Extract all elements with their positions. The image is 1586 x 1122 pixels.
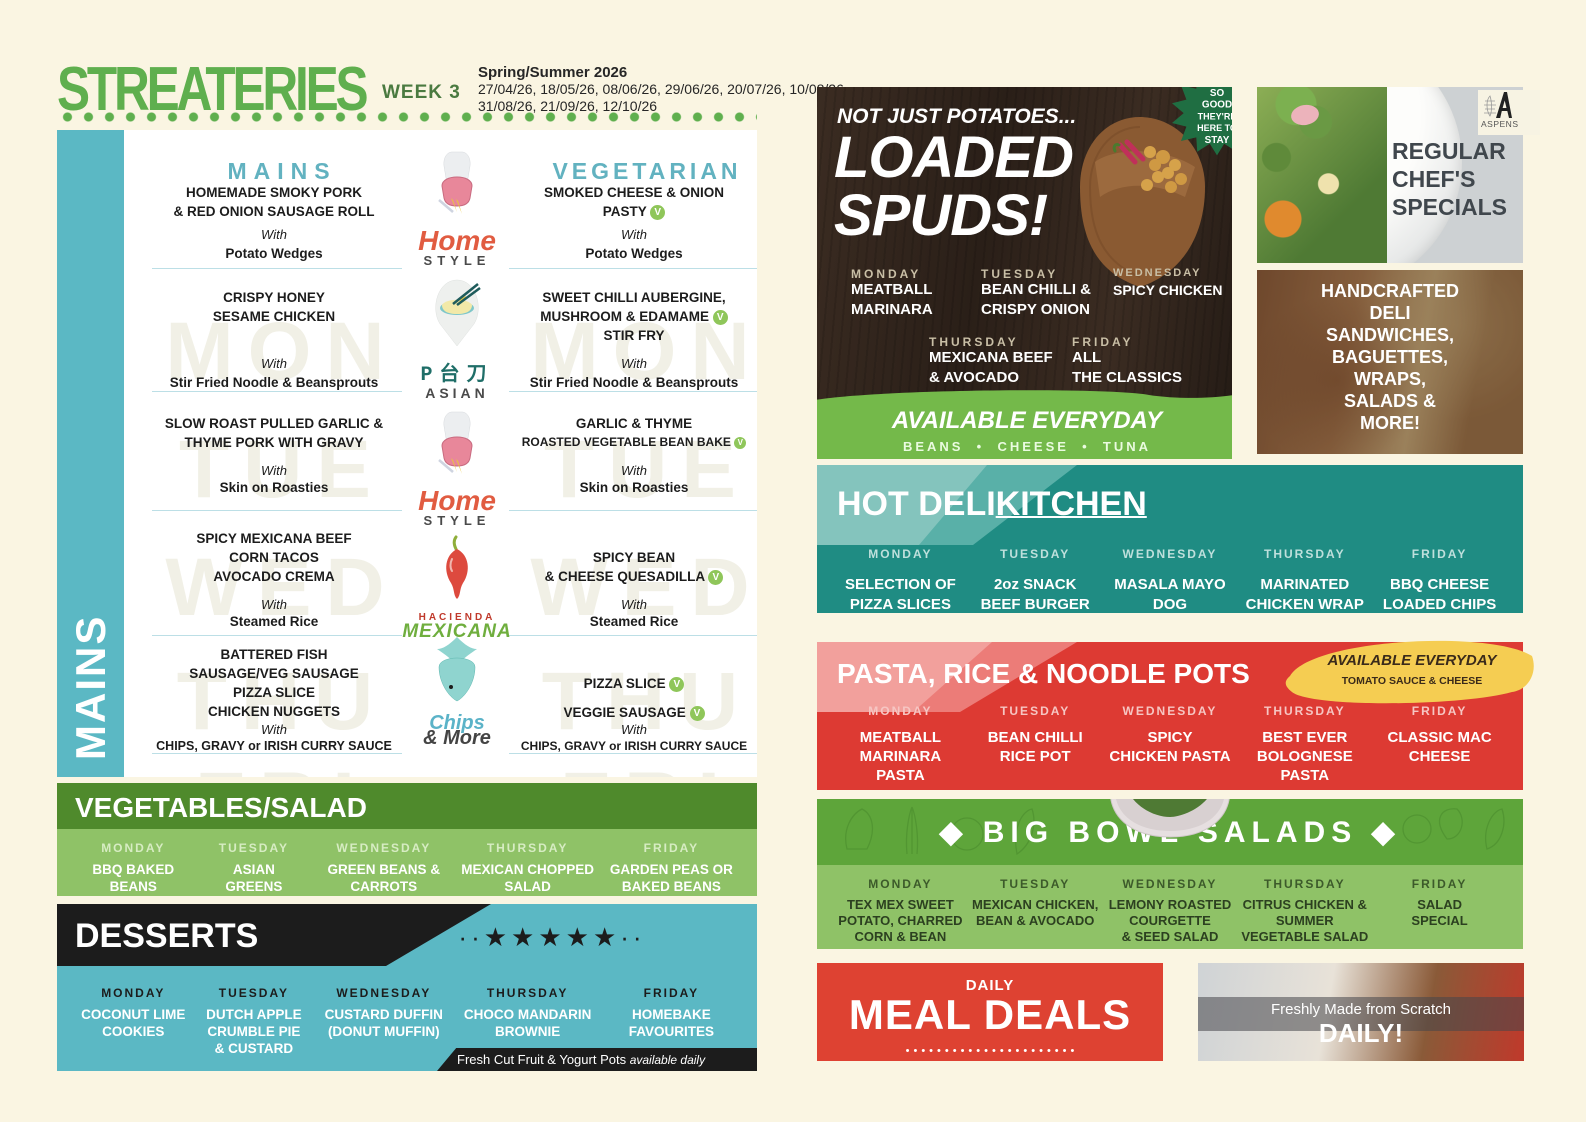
svg-text:HERE TO: HERE TO	[1197, 123, 1232, 133]
svg-text:THEY'RE: THEY'RE	[1198, 111, 1232, 121]
svg-text:STAY: STAY	[1205, 135, 1230, 146]
svg-text:SO: SO	[1210, 88, 1225, 99]
svg-text:GOOD: GOOD	[1202, 100, 1232, 111]
